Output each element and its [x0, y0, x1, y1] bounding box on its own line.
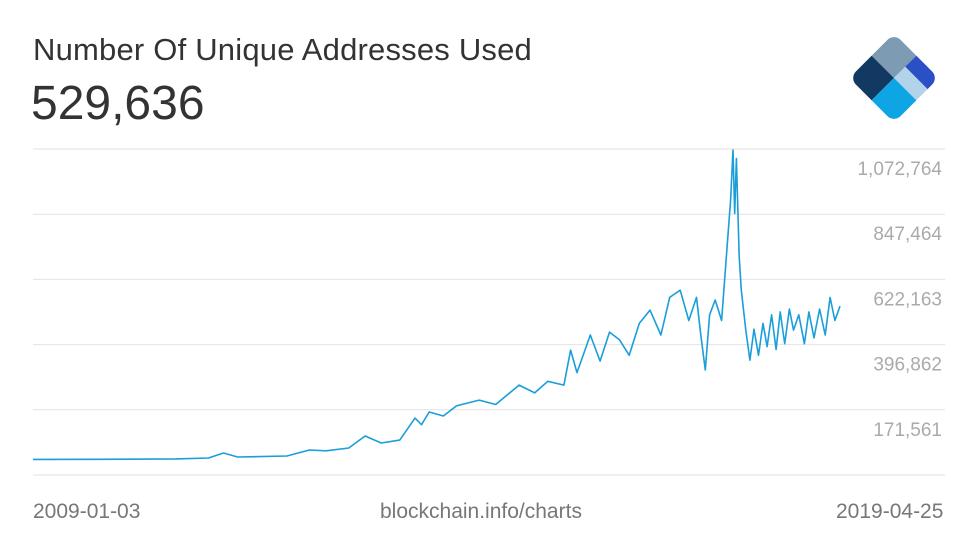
- logo-tile: [871, 33, 917, 78]
- y-tick-label: 1,072,764: [857, 159, 942, 180]
- blockchain-logo: [849, 33, 939, 123]
- source-link[interactable]: blockchain.info/charts: [380, 500, 582, 523]
- y-tick-label: 396,862: [873, 355, 942, 376]
- y-tick-label: 622,163: [873, 289, 942, 310]
- x-axis-start-label: 2009-01-03: [33, 500, 141, 523]
- y-tick-label: 847,464: [873, 224, 942, 245]
- series-line: [32, 149, 841, 461]
- logo-tile: [894, 66, 928, 101]
- grid-lines: [33, 148, 945, 476]
- y-tick-label: 171,561: [873, 420, 942, 441]
- current-value: 529,636: [31, 77, 205, 130]
- x-axis-end-label: 2019-04-25: [836, 500, 944, 523]
- logo-tile: [905, 55, 939, 90]
- y-axis-ticks: 171,561 396,862 622,163 847,464 1,072,764: [857, 159, 942, 441]
- chart-title: Number Of Unique Addresses Used: [33, 32, 532, 67]
- logo-tile: [871, 77, 917, 123]
